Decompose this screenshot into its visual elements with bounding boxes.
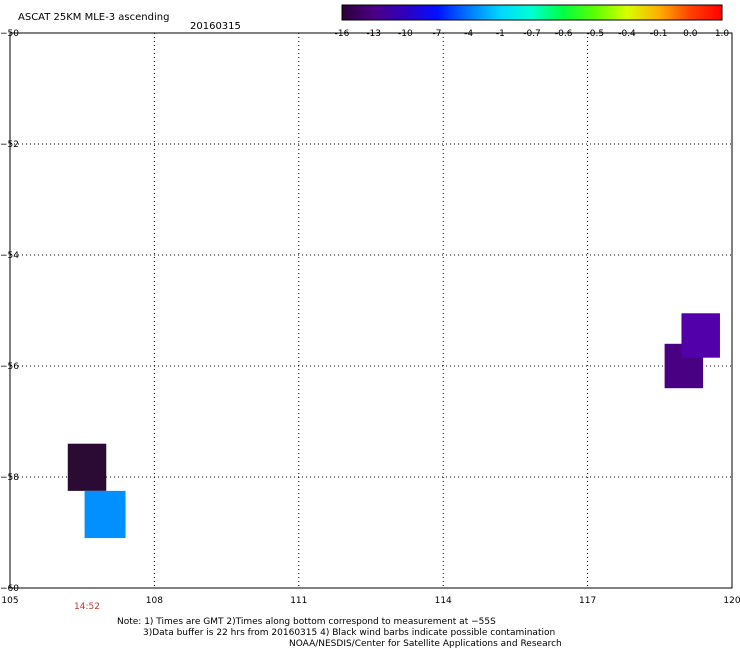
colorbar-label: -10 — [398, 29, 413, 39]
colorbar-label: -0.1 — [650, 29, 668, 39]
grid — [10, 33, 732, 588]
data-cells — [67, 313, 720, 539]
axis-ticks: 105 108 111 114 117 120 −50 −52 −54 −56 −58 −60 — [0, 29, 740, 606]
note-line-3: NOAA/NESDIS/Center for Satellite Applica… — [289, 639, 562, 649]
y-tick-label: −58 — [0, 473, 19, 483]
colorbar-label: -16 — [335, 29, 350, 39]
x-tick-label: 114 — [435, 596, 452, 606]
x-tick-label: 117 — [579, 596, 596, 606]
y-tick-label: −50 — [0, 29, 19, 39]
colorbar-label: -7 — [433, 29, 442, 39]
x-tick-label: 108 — [146, 596, 163, 606]
data-cell — [84, 490, 126, 539]
data-cell — [67, 443, 107, 491]
colorbar-label: -13 — [366, 29, 381, 39]
colorbar-label: -0.6 — [555, 29, 573, 39]
colorbar-label: -0.4 — [618, 29, 636, 39]
colorbar-label: -4 — [464, 29, 473, 39]
x-tick-label: 111 — [290, 596, 307, 606]
y-tick-label: −60 — [0, 584, 19, 594]
note-line-1: Note: 1) Times are GMT 2)Times along bot… — [117, 617, 496, 627]
colorbar-label: -1 — [496, 29, 505, 39]
y-tick-label: −52 — [0, 140, 19, 150]
colorbar-gradient — [341, 4, 723, 21]
x-tick-label: 105 — [1, 596, 18, 606]
colorbar-label: -0.7 — [523, 29, 541, 39]
chart-title: ASCAT 25KM MLE-3 ascending — [18, 12, 169, 23]
note-line-2: 3)Data buffer is 22 hrs from 20160315 4)… — [143, 628, 555, 638]
chart-date: 20160315 — [190, 21, 241, 32]
colorbar-label: 1.0 — [715, 29, 730, 39]
data-cell — [681, 313, 720, 358]
x-tick-label: 120 — [723, 596, 740, 606]
time-label: 14:52 — [74, 602, 100, 612]
y-tick-label: −56 — [0, 362, 19, 372]
plot-frame — [9, 32, 733, 589]
y-tick-label: −54 — [0, 251, 19, 261]
colorbar: -16 -13 -10 -7 -4 -1 -0.7 -0.6 -0.5 -0.4 -0.1 0.0 1.… — [335, 4, 730, 39]
colorbar-label: -0.5 — [587, 29, 605, 39]
colorbar-label: 0.0 — [683, 29, 698, 39]
